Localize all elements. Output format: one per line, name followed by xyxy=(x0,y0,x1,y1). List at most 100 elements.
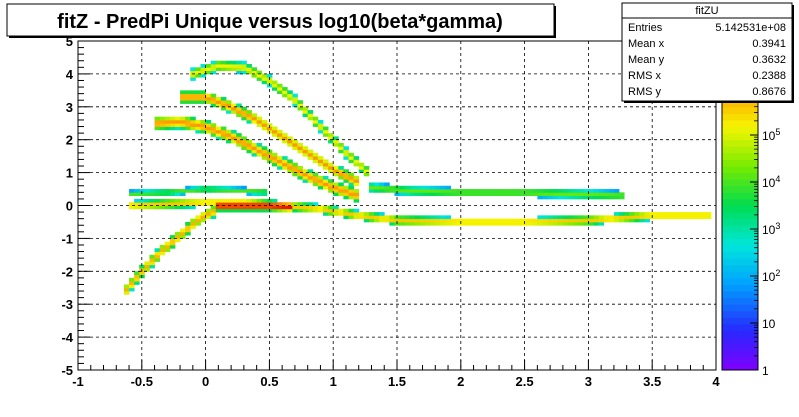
heatmap-cell xyxy=(277,205,283,210)
heatmap-cell xyxy=(287,90,293,95)
heatmap-cell xyxy=(200,202,206,206)
heatmap-cell xyxy=(343,149,349,154)
heatmap-cell xyxy=(215,136,222,141)
heatmap-cell xyxy=(644,212,651,216)
heatmap-cell xyxy=(583,215,589,220)
heatmap-cell xyxy=(522,192,528,197)
heatmap-cell xyxy=(241,136,247,141)
heatmap-cell xyxy=(322,208,329,213)
heatmap-cell xyxy=(185,96,191,101)
palette-segment xyxy=(722,277,758,285)
heatmap-cell xyxy=(394,218,400,223)
heatmap-cell xyxy=(154,198,161,203)
heatmap-cell xyxy=(231,189,237,193)
heatmap-cell xyxy=(302,169,309,173)
heatmap-cell xyxy=(205,129,212,134)
heatmap-cell xyxy=(496,218,503,223)
heatmap-cell xyxy=(578,215,584,220)
heatmap-cell xyxy=(358,215,365,220)
heatmap-cell xyxy=(358,166,365,170)
heatmap-cell xyxy=(532,189,538,193)
heatmap-cell xyxy=(185,116,191,121)
heatmap-cell xyxy=(629,212,635,216)
heatmap-cell xyxy=(338,142,344,147)
heatmap-cell xyxy=(573,189,579,193)
stats-row-label: RMS y xyxy=(628,86,662,98)
heatmap-cell xyxy=(210,202,217,206)
heatmap-cell xyxy=(154,116,161,121)
stats-row-label: Entries xyxy=(628,22,663,34)
heatmap-cell xyxy=(195,119,201,124)
heatmap-cell xyxy=(241,185,247,190)
heatmap-cell xyxy=(174,231,181,236)
heatmap-cell xyxy=(251,149,258,154)
heatmap-cell xyxy=(552,215,559,220)
heatmap-cell xyxy=(200,129,206,134)
heatmap-cell xyxy=(134,189,140,193)
heatmap-cell xyxy=(368,212,375,216)
heatmap-cell xyxy=(578,189,584,193)
heatmap-cell xyxy=(226,198,232,203)
heatmap-cell xyxy=(368,182,375,187)
heatmap-cell xyxy=(169,202,176,206)
heatmap-cell xyxy=(552,218,559,223)
heatmap-cell xyxy=(583,218,589,223)
heatmap-cell xyxy=(210,205,217,210)
heatmap-cell xyxy=(317,129,324,134)
heatmap-cell xyxy=(226,67,232,72)
heatmap-cell xyxy=(430,218,436,223)
heatmap-cell xyxy=(231,133,237,137)
heatmap-cell xyxy=(246,64,252,68)
heatmap-cell xyxy=(562,221,569,226)
heatmap-cell xyxy=(460,189,467,193)
heatmap-cell xyxy=(292,146,298,150)
heatmap-cell xyxy=(210,212,217,216)
heatmap-cell xyxy=(185,231,191,236)
heatmap-cell xyxy=(353,162,360,167)
heatmap-cell xyxy=(277,166,283,170)
heatmap-cell xyxy=(251,113,258,118)
heatmap-cell xyxy=(598,195,605,200)
heatmap-cell xyxy=(379,185,385,190)
heatmap-cell xyxy=(440,215,446,220)
heatmap-cell xyxy=(368,218,375,223)
heatmap-cell xyxy=(210,100,217,104)
heatmap-cell xyxy=(210,93,217,98)
heatmap-cell xyxy=(169,126,176,131)
heatmap-cell xyxy=(552,195,559,200)
heatmap-cell xyxy=(231,129,237,134)
heatmap-cell xyxy=(246,189,252,193)
heatmap-cell xyxy=(343,179,349,183)
heatmap-cell xyxy=(134,281,140,285)
y-tick-label: 2 xyxy=(66,133,73,148)
heatmap-cell xyxy=(338,169,344,173)
heatmap-cell xyxy=(516,221,523,226)
heatmap-cell xyxy=(185,225,191,229)
heatmap-cell xyxy=(343,152,349,157)
palette-segment xyxy=(722,231,758,239)
heatmap-cell xyxy=(195,126,201,131)
heatmap-cell xyxy=(159,189,166,193)
heatmap-cell xyxy=(557,189,564,193)
heatmap-cell xyxy=(200,218,206,223)
palette-segment xyxy=(722,271,758,279)
heatmap-cell xyxy=(190,77,196,81)
heatmap-cell xyxy=(542,221,548,226)
heatmap-cell xyxy=(593,218,599,223)
heatmap-cell xyxy=(236,205,242,210)
heatmap-cell xyxy=(251,73,258,78)
heatmap-cell xyxy=(210,126,217,131)
heatmap-cell xyxy=(302,202,309,206)
heatmap-cell xyxy=(384,215,390,220)
heatmap-cell xyxy=(185,221,191,226)
heatmap-cell xyxy=(220,136,227,141)
heatmap-cell xyxy=(389,185,395,190)
heatmap-cell xyxy=(159,116,166,121)
heatmap-cell xyxy=(164,126,171,131)
heatmap-cell xyxy=(205,212,212,216)
heatmap-cell xyxy=(368,185,375,190)
heatmap-cell xyxy=(297,100,303,104)
heatmap-cell xyxy=(205,100,212,104)
y-tick-label: -3 xyxy=(61,297,73,312)
